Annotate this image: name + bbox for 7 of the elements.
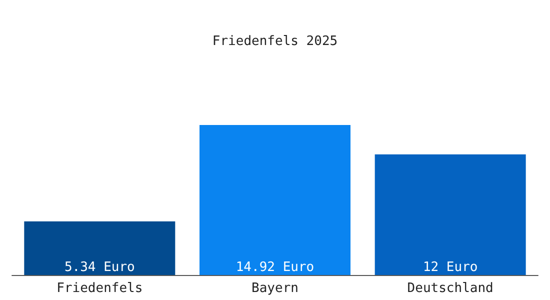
chart-title: Friedenfels 2025 bbox=[212, 34, 338, 49]
data-label: 14.92 Euro bbox=[236, 260, 314, 275]
data-label: 5.34 Euro bbox=[64, 260, 135, 275]
x-tick-label: Deutschland bbox=[407, 281, 494, 296]
data-label: 12 Euro bbox=[422, 260, 478, 275]
x-tick-label: Friedenfels bbox=[56, 281, 143, 296]
x-tick-label: Bayern bbox=[252, 281, 298, 296]
